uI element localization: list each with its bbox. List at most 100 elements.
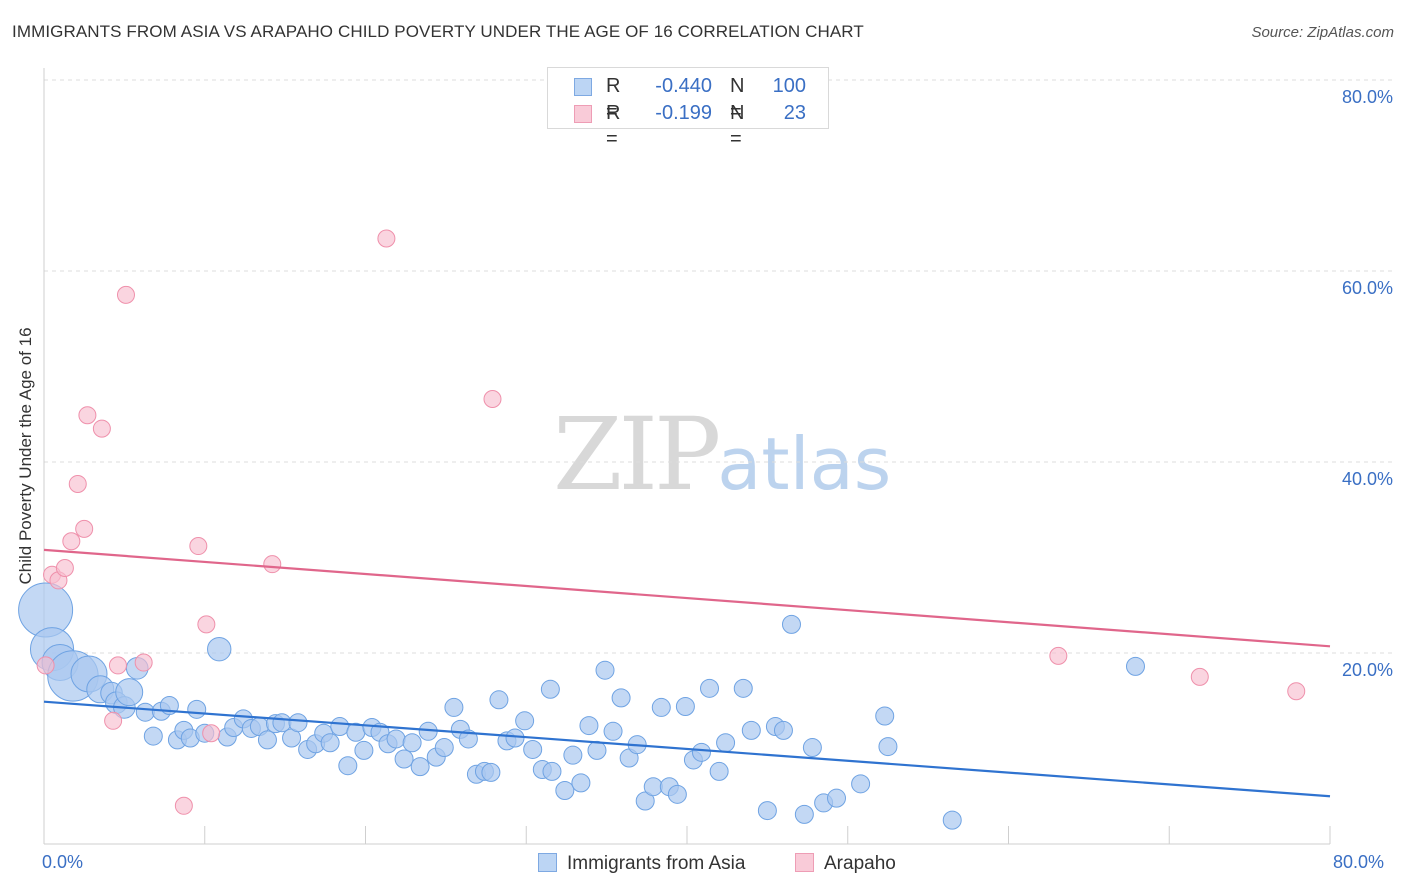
arapaho-point-19: [483, 389, 502, 408]
r-value: -0.440: [655, 75, 712, 97]
arapaho-point-10: [108, 656, 127, 675]
asia-point-51: [458, 729, 478, 749]
asia-point-80: [691, 742, 711, 762]
asia-point-65: [571, 773, 591, 793]
asia-point-74: [643, 777, 663, 797]
arapaho-point-18: [377, 229, 396, 248]
asia-point-48: [434, 738, 454, 758]
arapaho-point-21: [1190, 667, 1209, 686]
asia-point-94: [851, 774, 871, 794]
y-tick-label-60: 60.0%: [1341, 278, 1393, 298]
asia-point-70: [611, 688, 631, 708]
watermark-atlas: atlas: [717, 422, 892, 506]
arapaho-point-12: [134, 653, 153, 672]
y-tick-label-80: 80.0%: [1341, 87, 1393, 107]
arapaho-trend-line: [43, 548, 1331, 648]
asia-point-62: [542, 761, 562, 781]
asia-point-73: [635, 791, 655, 811]
asia-point-61: [540, 679, 560, 699]
arapaho-point-3: [55, 559, 74, 578]
asia-point-89: [781, 614, 801, 634]
asia-point-68: [595, 660, 615, 680]
asia-point-91: [802, 738, 822, 758]
watermark: ZIPatlas: [553, 405, 891, 505]
asia-point-64: [563, 745, 583, 765]
arapaho-point-6: [75, 519, 94, 538]
arapaho-point-22: [1287, 682, 1306, 701]
watermark-zip: ZIP: [553, 396, 721, 513]
arapaho-point-13: [174, 796, 193, 815]
arapaho-point-11: [116, 285, 135, 304]
asia-point-97: [942, 810, 962, 830]
source-label: Source: ZipAtlas.com: [1251, 24, 1394, 41]
asia-point-12: [143, 726, 163, 746]
asia-point-36: [338, 756, 358, 776]
legend-label-arapaho: Arapaho: [824, 853, 896, 874]
asia-point-43: [394, 749, 414, 769]
legend-label-asia: Immigrants from Asia: [567, 853, 746, 874]
arapaho-point-14: [189, 537, 208, 556]
asia-point-28: [272, 713, 292, 733]
asia-point-59: [523, 739, 543, 759]
asia-point-77: [667, 784, 687, 804]
asia-swatch: [574, 78, 592, 96]
asia-trend-line: [43, 700, 1331, 798]
asia-point-58: [515, 711, 535, 731]
asia-point-75: [651, 697, 671, 717]
asia-point-88: [773, 720, 793, 740]
asia-point-20: [207, 636, 232, 662]
arapaho-point-0: [36, 656, 55, 675]
y-tick-label-40: 40.0%: [1341, 469, 1393, 489]
asia-point-55: [489, 690, 509, 710]
asia-point-81: [700, 678, 720, 698]
stats-legend: R = -0.440 N = 100 R = -0.199 N = 23: [547, 67, 829, 150]
asia-point-44: [402, 733, 422, 753]
n-value: 23: [783, 102, 806, 124]
y-tick-label-20: 20.0%: [1341, 660, 1393, 680]
arapaho-point-4: [62, 532, 81, 551]
asia-point-45: [410, 757, 430, 777]
x-tick-label-0: 0.0%: [42, 852, 84, 872]
asia-point-26: [257, 730, 277, 750]
arapaho-point-15: [197, 615, 216, 634]
legend-item-arapaho[interactable]: Arapaho: [795, 852, 896, 876]
asia-point-11: [135, 702, 155, 722]
r-label: R =: [606, 102, 621, 150]
chart-title: IMMIGRANTS FROM ASIA VS ARAPAHO CHILD PO…: [12, 22, 864, 41]
asia-point-83: [716, 733, 736, 753]
arapaho-point-20: [1049, 646, 1068, 665]
arapaho-point-17: [263, 555, 282, 574]
legend-swatch-asia: [538, 853, 557, 872]
arapaho-point-7: [78, 406, 97, 425]
asia-point-90: [794, 804, 814, 824]
asia-point-85: [741, 720, 761, 740]
asia-point-42: [386, 729, 406, 749]
arapaho-point-16: [202, 724, 221, 743]
asia-point-93: [826, 788, 846, 808]
asia-point-98: [1125, 656, 1145, 676]
asia-point-86: [757, 801, 777, 821]
x-tick-label-80: 80.0%: [1333, 852, 1385, 872]
asia-point-82: [709, 761, 729, 781]
asia-point-96: [878, 737, 898, 757]
arapaho-point-8: [92, 419, 111, 438]
asia-point-66: [579, 716, 599, 736]
asia-point-84: [733, 678, 753, 698]
asia-point-57: [505, 728, 525, 748]
asia-point-49: [444, 697, 464, 717]
legend-item-asia[interactable]: Immigrants from Asia: [538, 852, 745, 876]
arapaho-point-5: [68, 474, 87, 493]
asia-point-69: [603, 721, 623, 741]
legend-swatch-arapaho: [795, 853, 814, 872]
asia-point-63: [555, 781, 575, 801]
asia-point-30: [288, 713, 308, 733]
r-label: R =: [606, 75, 621, 123]
asia-point-35: [330, 717, 350, 737]
n-label: N =: [730, 75, 745, 123]
arapaho-point-9: [104, 711, 123, 730]
asia-point-95: [875, 706, 895, 726]
n-value: 100: [772, 75, 806, 97]
r-value: -0.199: [655, 102, 712, 124]
asia-point-34: [320, 733, 340, 753]
